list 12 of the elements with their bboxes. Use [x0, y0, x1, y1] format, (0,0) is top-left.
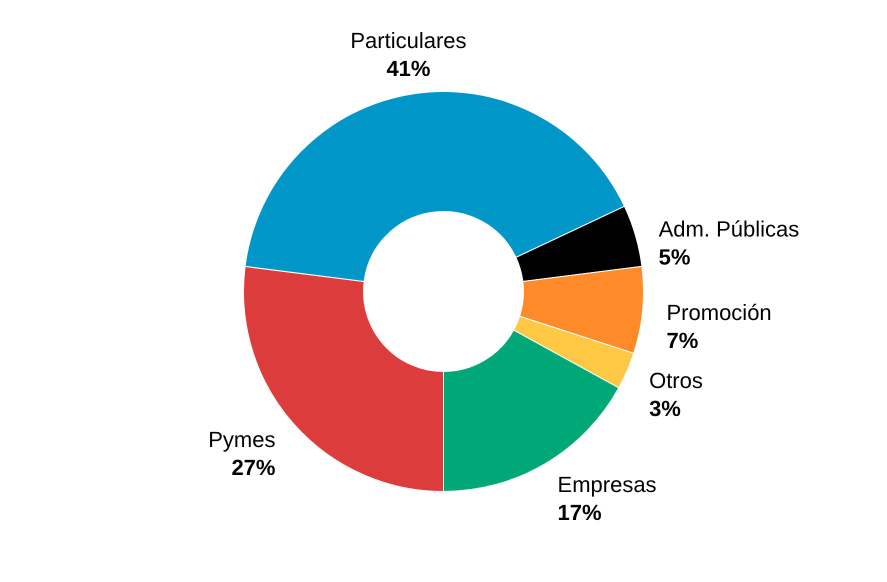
data-label: 5%: [658, 244, 690, 270]
data-label: 3%: [649, 396, 681, 421]
slice-label: Empresas: [558, 472, 657, 497]
data-label: 41%: [386, 56, 430, 81]
slice-label: Pymes: [208, 427, 276, 452]
slice-label: Particulares: [350, 28, 467, 53]
slice-label: Adm. Públicas: [658, 216, 800, 242]
data-label: 27%: [231, 455, 276, 480]
data-label: 7%: [666, 328, 698, 354]
data-label: 17%: [558, 500, 602, 525]
slice-label: Promoción: [666, 300, 772, 326]
slice-label: Otros: [649, 368, 703, 393]
